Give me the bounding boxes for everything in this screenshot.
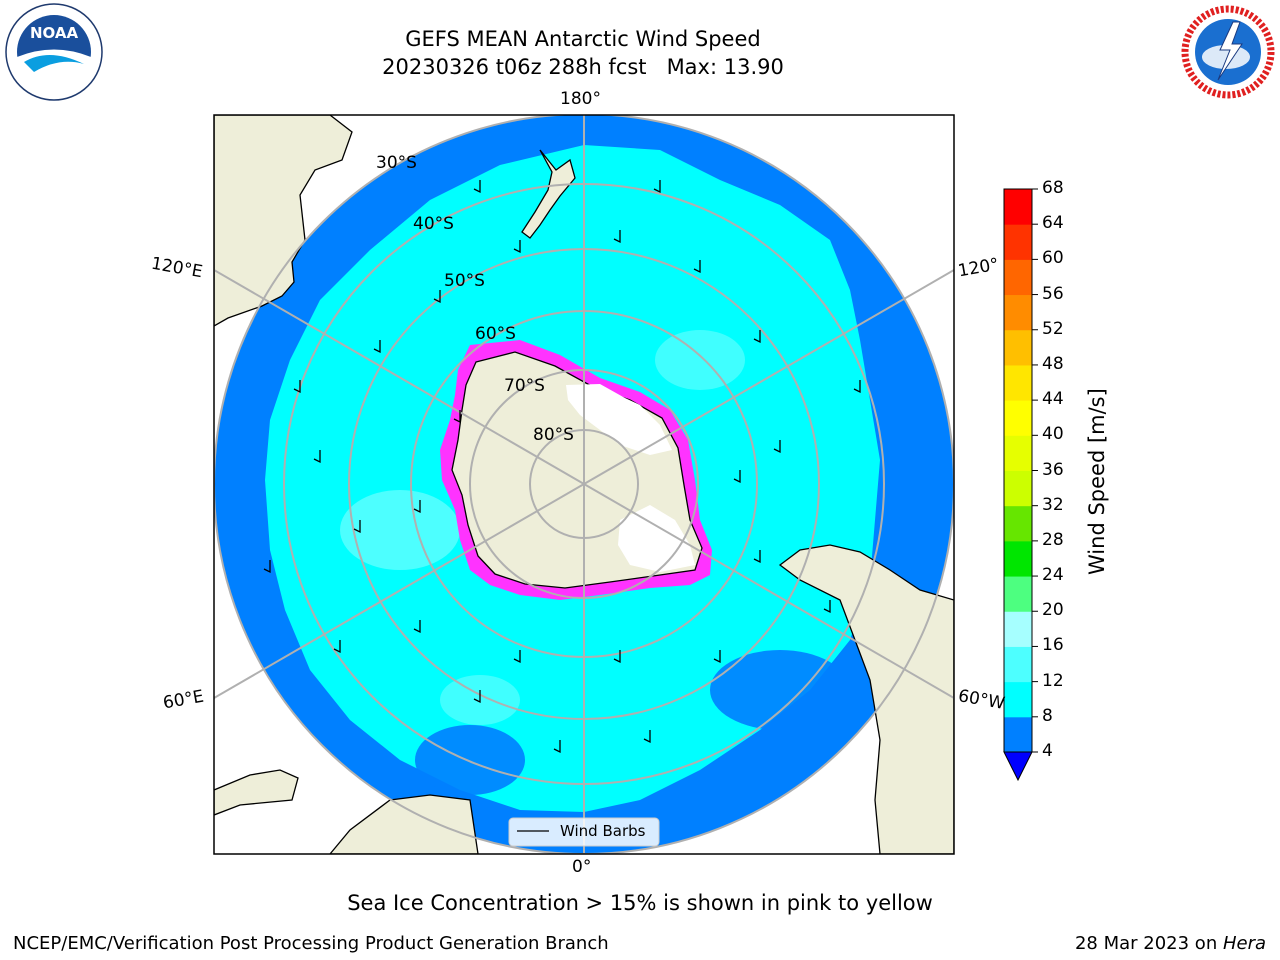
colorbar-tick-label: 40 — [1042, 424, 1064, 445]
colorbar-tick-label: 36 — [1042, 459, 1064, 480]
colorbar-tick-label: 12 — [1042, 670, 1064, 691]
colorbar-tick-label: 44 — [1042, 389, 1064, 410]
lat-label-70: 70°S — [504, 376, 545, 396]
colorbar-tick-label: 4 — [1042, 741, 1053, 761]
colorbar-segment — [1004, 224, 1032, 260]
footer-date: 28 Mar 2023 on — [1074, 933, 1223, 954]
colorbar-segment — [1004, 540, 1032, 577]
chart-title: GEFS MEAN Antarctic Wind Speed — [405, 27, 761, 51]
lat-label-30: 30°S — [376, 153, 417, 173]
colorbar-segment — [1004, 611, 1032, 647]
weddell-ice-shelf — [618, 505, 695, 572]
lat-label-80: 80°S — [533, 425, 574, 445]
colorbar-tick-label: 56 — [1042, 283, 1064, 304]
colorbar-segment — [1004, 435, 1032, 471]
footer-right: 28 Mar 2023 on Hera — [1075, 933, 1266, 954]
colorbar-tick-label: 20 — [1042, 600, 1064, 621]
legend-label: Wind Barbs — [560, 822, 646, 840]
colorbar-segment — [1004, 400, 1032, 436]
colorbar-segment — [1004, 259, 1032, 296]
colorbar-segment — [1004, 646, 1032, 683]
colorbar-segment — [1004, 681, 1032, 718]
colorbar-label: Wind Speed [m/s] — [1085, 388, 1109, 575]
lat-label-40: 40°S — [413, 214, 454, 234]
sea-ice-caption: Sea Ice Concentration > 15% is shown in … — [347, 891, 933, 915]
land-madagascar — [214, 769, 299, 816]
colorbar — [1003, 188, 1038, 782]
lon-label-top: 180° — [560, 89, 601, 109]
colorbar-segment — [1004, 470, 1032, 507]
noaa-logo-text: NOAA — [30, 24, 79, 42]
colorbar-segment — [1004, 294, 1032, 331]
chart-subtitle: 20230326 t06z 288h fcst Max: 13.90 — [382, 55, 784, 79]
map-frame — [213, 114, 955, 855]
colorbar-tick-label: 8 — [1042, 705, 1053, 726]
colorbar-under-arrow — [1003, 751, 1033, 782]
colorbar-tick-label: 16 — [1042, 635, 1064, 656]
colorbar-tick-label: 60 — [1042, 248, 1064, 269]
footer-host: Hera — [1222, 933, 1266, 954]
colorbar-tick-label: 32 — [1042, 494, 1064, 515]
noaa-logo-icon: NOAA — [5, 3, 103, 101]
colorbar-tick-label: 48 — [1042, 353, 1064, 374]
colorbar-segment — [1004, 189, 1032, 225]
land-new-zealand — [521, 149, 576, 239]
colorbar-segment — [1004, 576, 1032, 612]
colorbar-segment — [1004, 329, 1032, 366]
colorbar-segment — [1004, 505, 1032, 542]
lon-label-bottom: 0° — [572, 857, 592, 877]
lat-label-60: 60°S — [475, 324, 516, 344]
lat-label-50: 50°S — [444, 271, 485, 291]
colorbar-tick-label: 64 — [1042, 213, 1064, 234]
footer-left: NCEP/EMC/Verification Post Processing Pr… — [13, 933, 609, 954]
colorbar-segment — [1004, 364, 1032, 401]
colorbar-tick-label: 68 — [1042, 178, 1064, 198]
legend-box — [508, 817, 660, 847]
colorbar-tick-label: 28 — [1042, 529, 1064, 550]
colorbar-tick-label: 24 — [1042, 565, 1064, 586]
ross-ice-shelf — [566, 384, 672, 455]
colorbar-tick-label: 52 — [1042, 318, 1064, 339]
nws-logo-icon — [1181, 5, 1275, 99]
colorbar-segment — [1004, 716, 1032, 753]
lon-grid — [214, 115, 954, 854]
wind-barbs — [263, 180, 861, 754]
